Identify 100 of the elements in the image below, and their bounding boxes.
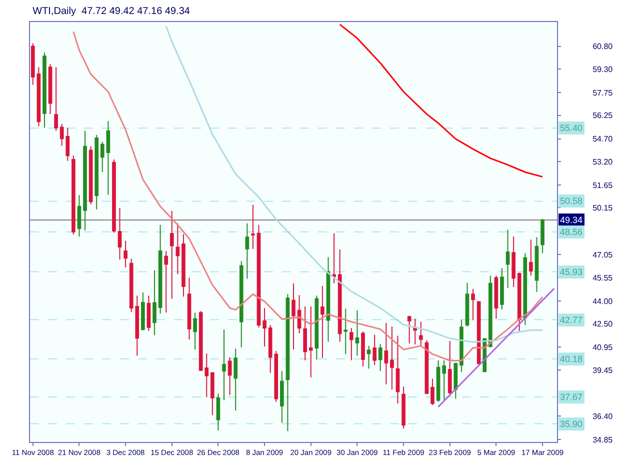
candlestick bbox=[262, 307, 266, 347]
candlestick bbox=[48, 64, 52, 115]
candlestick bbox=[72, 155, 76, 236]
candlestick bbox=[106, 120, 110, 196]
candlestick bbox=[361, 331, 365, 367]
candlestick bbox=[292, 282, 296, 350]
candlestick bbox=[442, 360, 446, 400]
y-tick-label: 39.45 bbox=[592, 366, 614, 375]
candlestick bbox=[540, 218, 544, 254]
y-tick-label: 51.65 bbox=[592, 180, 614, 190]
candlestick bbox=[239, 260, 244, 348]
candlestick bbox=[36, 66, 41, 127]
candlestick bbox=[494, 275, 498, 320]
candlestick bbox=[146, 295, 151, 332]
candlestick bbox=[326, 256, 330, 342]
y-tick-label: 53.20 bbox=[592, 157, 614, 166]
candlestick bbox=[529, 239, 533, 276]
candlestick bbox=[523, 252, 528, 326]
candlestick bbox=[228, 356, 232, 396]
candlestick bbox=[384, 322, 388, 385]
candlestick bbox=[210, 372, 214, 416]
candlestick bbox=[286, 294, 290, 432]
ref-line-label: 55.40 bbox=[560, 123, 583, 133]
candlestick bbox=[118, 207, 122, 260]
candlestick bbox=[314, 295, 319, 360]
ref-line-label: 35.90 bbox=[560, 419, 583, 429]
candlestick bbox=[182, 234, 186, 298]
y-tick-label: 42.50 bbox=[592, 320, 614, 329]
candlestick bbox=[413, 318, 418, 345]
candlestick bbox=[396, 335, 400, 404]
candlestick bbox=[256, 224, 261, 328]
candlestick bbox=[506, 229, 510, 288]
candlestick bbox=[54, 66, 58, 132]
y-tick-label: 60.80 bbox=[592, 42, 614, 52]
candlestick bbox=[94, 134, 99, 210]
candlestick bbox=[124, 240, 128, 268]
candlestick bbox=[338, 248, 342, 342]
line-series bbox=[165, 26, 544, 343]
candlestick bbox=[251, 204, 255, 250]
candlestick bbox=[234, 348, 238, 411]
candlestick bbox=[187, 277, 192, 340]
candlestick bbox=[500, 267, 504, 310]
candlestick bbox=[460, 319, 464, 372]
candlestick bbox=[534, 236, 539, 292]
y-tick-label: 56.25 bbox=[592, 111, 614, 120]
ref-line-label: 42.77 bbox=[560, 315, 583, 325]
y-tick-label: 50.15 bbox=[592, 204, 614, 213]
y-tick-label: 36.40 bbox=[592, 412, 614, 422]
candlestick bbox=[471, 288, 475, 321]
y-tick-label: 59.30 bbox=[592, 64, 614, 74]
candlestick bbox=[355, 310, 360, 356]
candlestick bbox=[216, 393, 220, 431]
candlestick bbox=[170, 210, 174, 300]
candlestick bbox=[297, 294, 302, 334]
candlestick bbox=[164, 250, 168, 314]
ref-line-label: 37.67 bbox=[560, 392, 583, 402]
candlestick bbox=[222, 328, 226, 401]
candlestick bbox=[402, 386, 406, 430]
line-series bbox=[72, 30, 544, 362]
candlestick bbox=[100, 141, 104, 172]
y-tick-label: 40.95 bbox=[592, 343, 614, 352]
candlestick bbox=[332, 232, 336, 284]
y-tick-label: 57.75 bbox=[592, 88, 614, 98]
candlestick bbox=[158, 224, 162, 314]
candlestick bbox=[152, 270, 156, 336]
candlestick bbox=[308, 306, 313, 378]
candlestick bbox=[280, 370, 284, 424]
candlestick bbox=[448, 340, 452, 395]
ref-line-label: 49.34 bbox=[560, 215, 583, 225]
candlestick bbox=[193, 312, 197, 350]
candlestick bbox=[436, 360, 440, 402]
candlestick bbox=[88, 146, 93, 205]
candlestick bbox=[320, 285, 324, 358]
candlestick bbox=[303, 306, 307, 361]
chart-title: WTI,Daily 47.72 49.42 47.16 49.34 bbox=[32, 6, 190, 18]
candlestick bbox=[430, 378, 434, 406]
candlestick bbox=[112, 159, 116, 234]
y-tick-label: 44.00 bbox=[592, 296, 614, 306]
y-tick-label: 47.05 bbox=[592, 250, 614, 260]
candlestick bbox=[349, 327, 354, 361]
candlestick bbox=[372, 334, 376, 366]
candlestick bbox=[42, 52, 46, 128]
ref-line-label: 40.18 bbox=[560, 354, 583, 364]
candlestick bbox=[30, 42, 35, 86]
ref-line-label: 50.58 bbox=[560, 196, 583, 206]
candlestick bbox=[517, 272, 522, 332]
candlestick bbox=[77, 194, 82, 238]
candlestick bbox=[454, 362, 458, 400]
candlestick bbox=[465, 282, 470, 327]
candlestick bbox=[83, 130, 87, 231]
candlestick bbox=[378, 344, 382, 372]
candlestick bbox=[176, 222, 180, 275]
candlestick bbox=[512, 236, 516, 288]
candlestick bbox=[141, 292, 145, 331]
candlestick bbox=[245, 222, 250, 280]
ref-line-label: 45.93 bbox=[560, 267, 583, 277]
candlestick bbox=[418, 321, 423, 347]
y-tick-label: 45.55 bbox=[592, 273, 614, 282]
candlestick bbox=[407, 315, 412, 344]
candlestick bbox=[488, 275, 492, 348]
